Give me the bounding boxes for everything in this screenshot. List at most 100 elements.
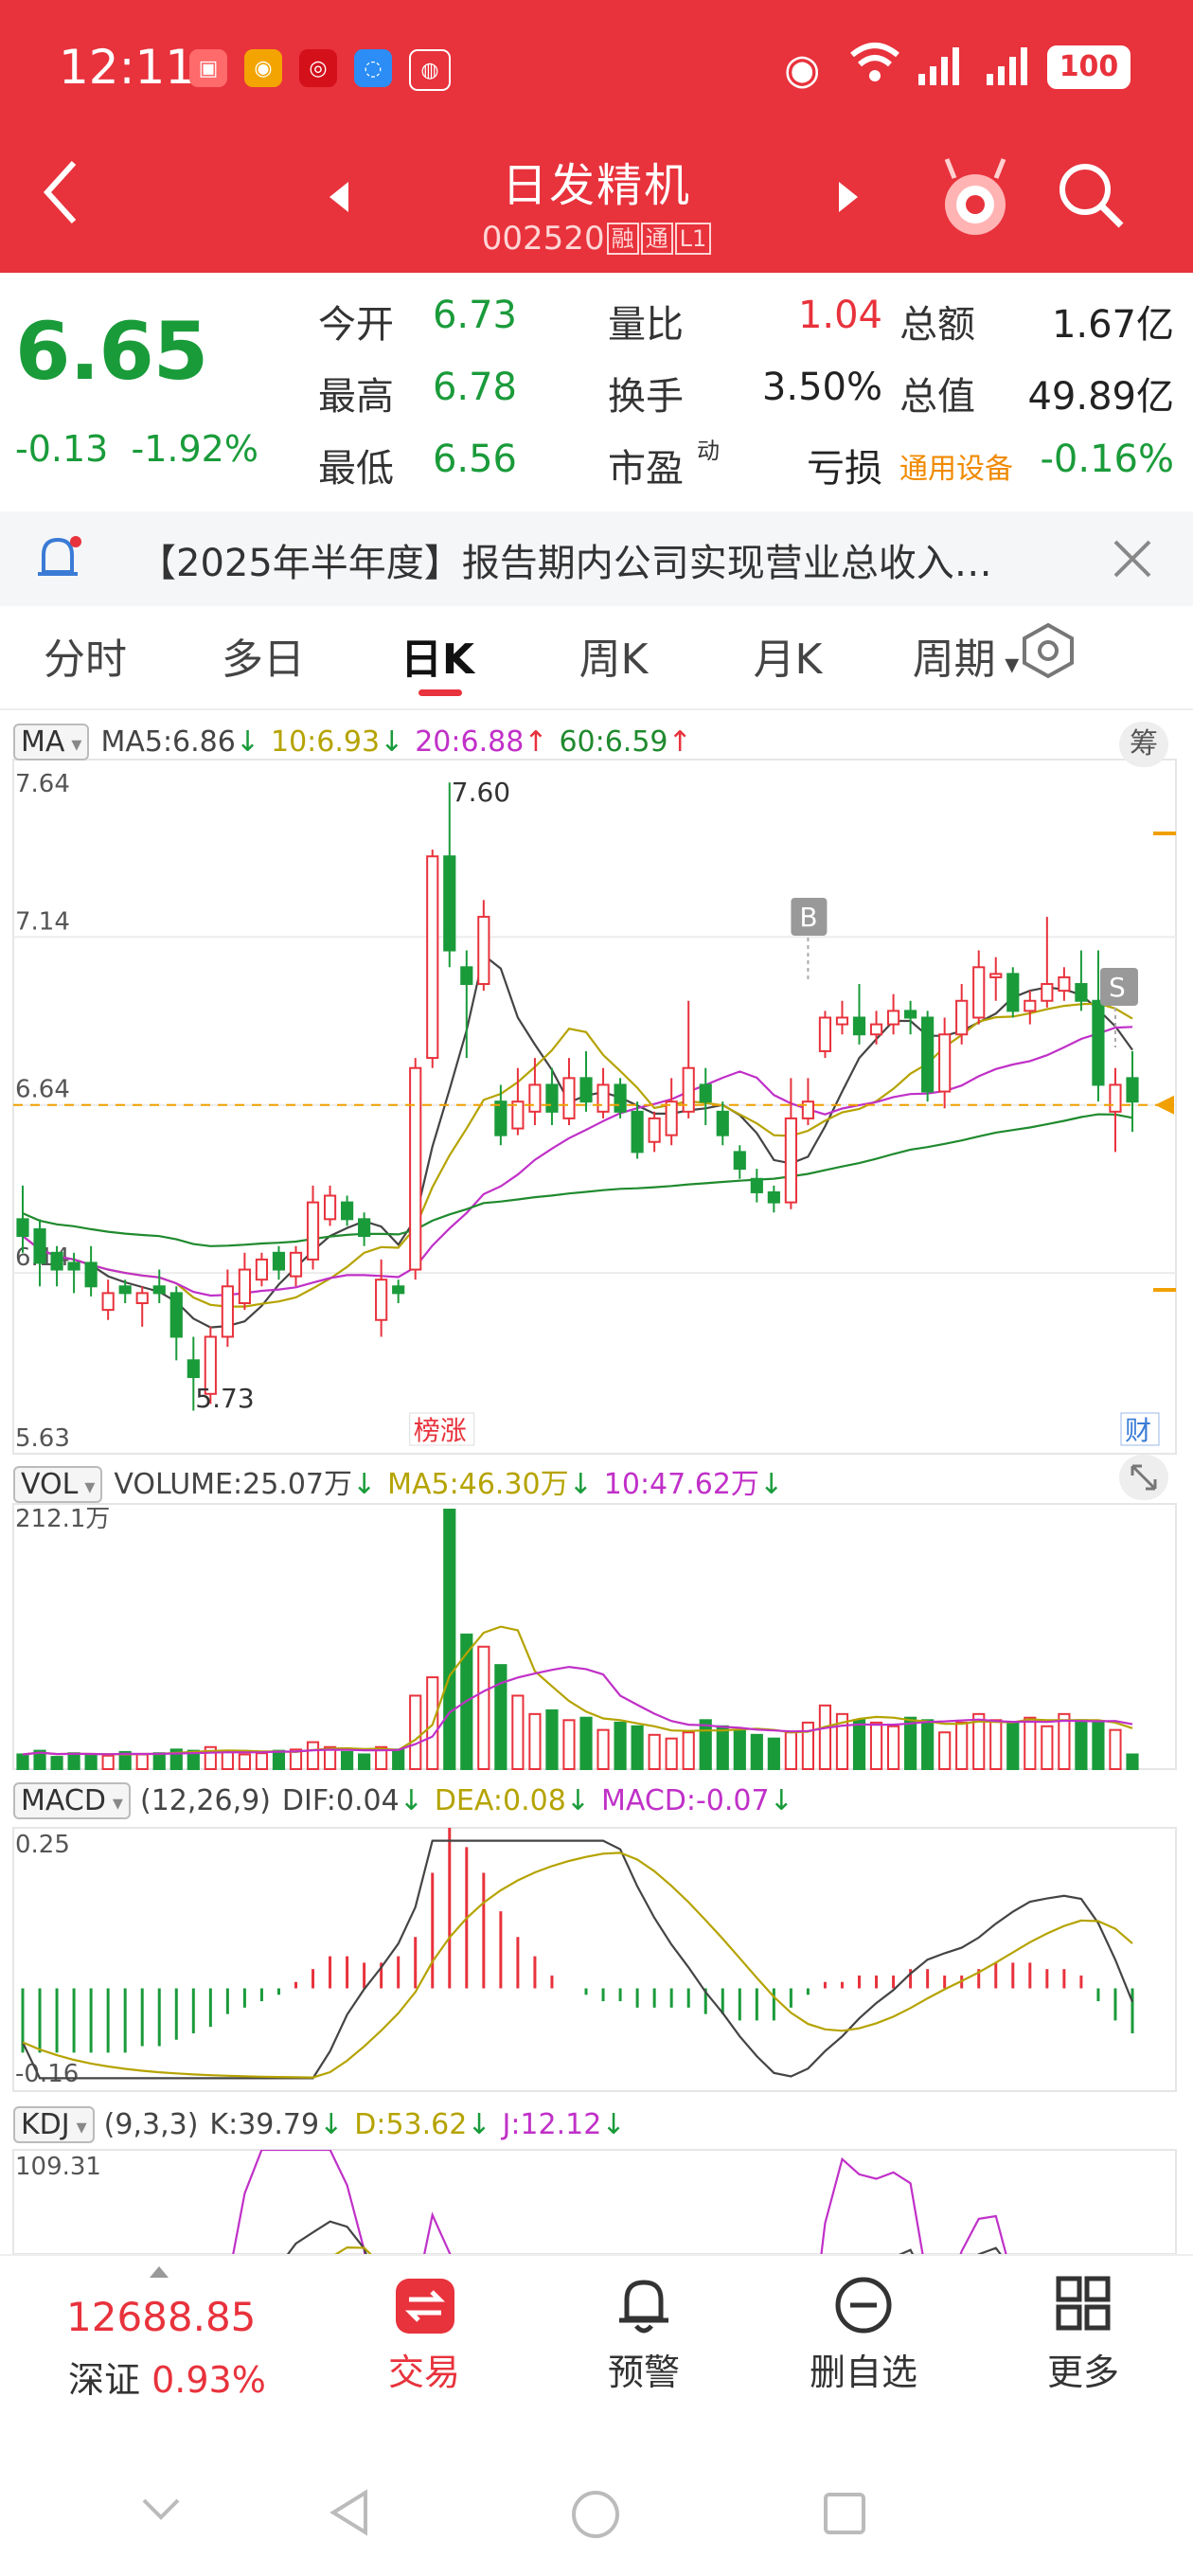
alert-label[interactable]: 预警 [607,2352,680,2393]
candle-body [84,1261,98,1288]
volume-bar [682,1731,695,1771]
volume-bar [101,1754,115,1770]
candle-body [596,1083,610,1113]
tab-1[interactable]: 多日 [206,625,320,686]
finance-tag-box [1120,1412,1160,1446]
candle-body [16,1218,29,1238]
settings-hex-icon[interactable] [1015,617,1081,688]
volume-bar [306,1741,320,1771]
kline-chart[interactable]: 7.647.146.646.145.637.605.73榜涨BS财212.1万0… [0,710,1193,2254]
volume-bar [665,1737,678,1771]
expand-up-icon[interactable] [148,2263,170,2281]
macd-top-label: 0.25 [15,1831,70,1859]
mascot-icon[interactable] [937,155,1013,244]
notice-bar[interactable]: 【2025年半年度】报告期内公司实现营业总收入… [0,511,1193,606]
trend-arrow-icon: ↓ [467,2108,491,2141]
trend-arrow-icon: ↓ [319,2108,344,2141]
volume-bar [118,1750,132,1770]
prev-stock-icon[interactable] [328,182,350,216]
kdj-selector[interactable]: KDJ ▾ [13,2106,95,2143]
trade-icon[interactable] [396,2279,454,2334]
volume-bar [16,1753,29,1771]
buy-marker-label: B [799,902,817,933]
price-change: -0.13 -1.92% [15,428,258,470]
remove-favorite-icon[interactable] [833,2275,894,2339]
close-icon[interactable] [1110,536,1155,585]
battery-icon: 100 [1047,45,1131,89]
volume-bar [33,1749,46,1770]
candle-body [699,1083,712,1103]
volume-bar [152,1752,166,1771]
notice-text: 【2025年半年度】报告期内公司实现营业总收入… [138,542,992,585]
system-back-icon[interactable] [328,2489,369,2540]
vol-selector[interactable]: VOL ▾ [13,1466,103,1503]
more-grid-icon[interactable] [1055,2275,1112,2335]
stock-name: 日发精机 [501,159,691,212]
macd-frame [12,1827,1177,2092]
index-line[interactable]: 深证 0.93% [68,2351,266,2403]
remove-favorite-label[interactable]: 删自选 [809,2352,917,2393]
tab-4[interactable]: 月K [731,625,845,686]
connect-tag: 通 [640,223,673,255]
tab-2[interactable]: 日K [381,625,494,686]
expand-icon[interactable] [1119,1455,1168,1500]
volume-bar [135,1753,149,1771]
trend-arrow-icon: ↓ [565,1784,590,1817]
volume-bar [1109,1728,1122,1770]
legend-value: DIF:0.04 [281,1784,400,1817]
weibo-app-icon: ◉ [244,49,282,87]
chips-badge[interactable]: 筹 [1119,722,1168,767]
candle-body [835,1016,849,1026]
volume-bar [238,1753,251,1771]
volume-bar [614,1721,627,1771]
trend-arrow-icon: ↑ [524,725,548,759]
candle-body [1109,1083,1122,1113]
system-home-icon[interactable] [570,2489,621,2544]
volume-bar [1006,1721,1020,1771]
candle-body [1126,1077,1139,1103]
alert-bell-icon[interactable] [615,2275,672,2339]
volume-bar [511,1694,525,1771]
volume-bar [1075,1719,1088,1770]
candle-body [869,1023,883,1036]
quote-value: 6.73 [432,294,517,337]
list-tag-box [409,1412,475,1446]
more-label[interactable]: 更多 [1046,2352,1119,2393]
volume-max-label: 212.1万 [15,1505,110,1533]
volume-bar [272,1749,286,1770]
search-icon[interactable] [1055,159,1127,235]
candle-body [1041,983,1054,1002]
candle-body [938,1033,952,1093]
tab-3[interactable]: 周K [557,625,670,686]
index-value[interactable]: 12688.85 [66,2294,257,2340]
quote-value: 亏损 [807,447,882,491]
selector-label: MA [21,725,65,759]
stock-app-icon: ◍ [409,49,451,91]
quote-label: 最高 [318,375,394,419]
system-down-icon[interactable] [140,2495,182,2527]
candle-body [545,1083,559,1113]
candle-body [135,1292,149,1305]
kdj-frame [12,2149,1177,2254]
legend-value: J:12.12 [502,2108,602,2141]
candle-body [426,855,439,1060]
next-stock-icon[interactable] [837,182,860,216]
ma-selector[interactable]: MA ▾ [13,724,90,760]
macd-selector[interactable]: MACD ▾ [13,1782,131,1819]
volume-bar [972,1712,986,1770]
ma10-line [22,1002,1133,1308]
volume-bar [1092,1721,1105,1771]
tab-0[interactable]: 分时 [28,625,142,686]
trade-label[interactable]: 交易 [387,2352,460,2393]
back-icon[interactable] [42,159,80,229]
candle-body [443,855,456,952]
huawei-app-icon: ▣ [189,49,227,87]
system-recent-icon[interactable] [822,2491,867,2540]
tab-5[interactable]: 周期 ▾ [899,625,1032,686]
volume-bar [869,1721,883,1771]
tab-label: 周K [579,635,649,684]
candle-body [562,1077,576,1119]
volume-bar [750,1733,763,1770]
signal-icon-2 [985,45,1034,89]
quote-value: -0.16% [1040,438,1174,481]
